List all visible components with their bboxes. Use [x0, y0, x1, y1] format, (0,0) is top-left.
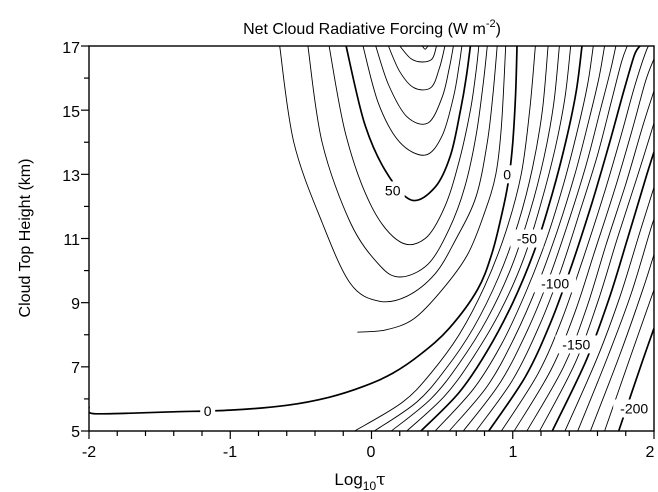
x-tick-label-3: 0: [367, 444, 376, 461]
contour-line-neg60: [434, 46, 594, 431]
x-tick-label-1: -2: [82, 444, 96, 461]
contour-line-neg190: [604, 289, 654, 431]
contour-line-neg80: [462, 46, 617, 431]
plot-frame: [88, 45, 655, 432]
contour-line-20: [279, 46, 498, 303]
chart-title-superscript: -2: [486, 18, 496, 30]
y-axis-label: Cloud Top Height (km): [17, 159, 34, 318]
contour-line-60: [362, 46, 463, 156]
contour-label-7: -200: [620, 401, 648, 417]
contour-line-neg100: [487, 46, 641, 431]
contour-label-background: [200, 401, 216, 420]
contour-label-background: [510, 229, 544, 248]
contour-line-neg180: [589, 254, 654, 431]
contour-line-30: [307, 46, 488, 278]
chart-title-main: Net Cloud Radiative Forcing (W m: [243, 21, 486, 38]
axis-ticks: [81, 45, 655, 439]
contour-line-neg40: [406, 46, 572, 431]
contour-line-neg30: [391, 46, 560, 431]
contour-label-5: -100: [541, 275, 569, 291]
contour-line-neg160: [564, 187, 654, 431]
x-tick-label-5: 2: [646, 444, 655, 461]
contour-line-neg140: [539, 122, 654, 431]
contour-line-70: [375, 46, 454, 125]
x-axis-label: Log10τ: [334, 470, 385, 492]
contour-line-neg120: [513, 58, 654, 431]
contour-line-90: [399, 46, 437, 63]
contour-label-6: -150: [562, 336, 590, 352]
contour-line-neg150: [551, 151, 654, 431]
contour-line-neg130: [526, 90, 654, 431]
y-tick-label-3: 9: [71, 296, 80, 313]
contour-line-neg20: [374, 46, 549, 431]
contour-label-background: [534, 274, 577, 293]
contour-line-neg170: [577, 219, 654, 431]
y-tick-label-5: 13: [62, 168, 80, 185]
y-tick-label-4: 11: [63, 232, 80, 249]
x-axis-label-base: Log: [334, 470, 362, 489]
chart-title: Net Cloud Radiative Forcing (W m-2): [243, 18, 501, 38]
contour-label-4: -50: [517, 231, 537, 247]
contour-labels: 0 50 0 -50 -100 -150 -200: [200, 165, 656, 420]
contour-label-background: [555, 335, 598, 354]
contour-label-background: [380, 181, 405, 200]
contour-line-neg50: [420, 46, 583, 431]
x-tick-label-4: 1: [509, 444, 518, 461]
y-tick-label-7: 17: [62, 40, 80, 57]
contour-line-10: [357, 46, 507, 333]
y-tick-label-2: 7: [71, 360, 80, 377]
contour-line-100: [421, 46, 429, 50]
contour-line-neg90: [475, 46, 628, 431]
chart-title-close: ): [496, 21, 501, 38]
contour-label-1: 0: [204, 403, 212, 419]
contour-label-background: [499, 165, 515, 184]
y-tick-label-6: 15: [62, 104, 80, 121]
contour-lines: [89, 46, 654, 431]
contour-line-neg70: [448, 46, 606, 431]
contour-line-neg110: [501, 46, 652, 431]
y-tick-label-1: 5: [71, 424, 80, 441]
x-axis-label-symbol: τ: [376, 470, 385, 490]
contour-line-80: [387, 46, 446, 91]
x-axis-label-subscript: 10: [363, 479, 377, 492]
contour-line-neg10: [354, 46, 536, 431]
contour-label-background: [613, 399, 656, 418]
x-tick-label-2: -1: [223, 444, 237, 461]
contour-label-2: 50: [385, 182, 401, 198]
contour-label-3: 0: [503, 166, 511, 182]
contour-line-50: [345, 46, 472, 202]
contour-line-40: [328, 46, 480, 246]
